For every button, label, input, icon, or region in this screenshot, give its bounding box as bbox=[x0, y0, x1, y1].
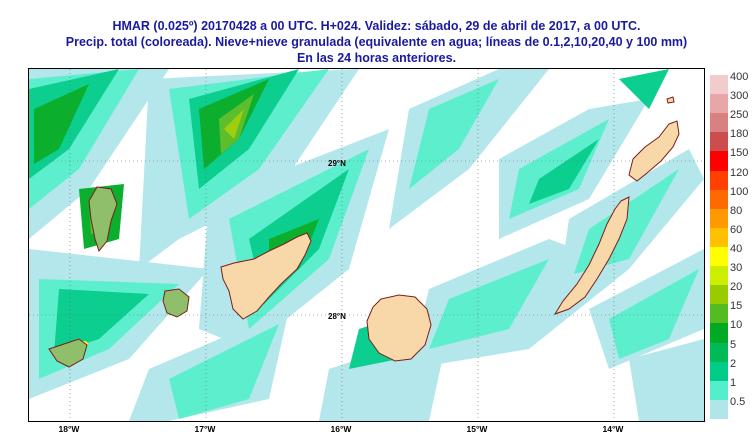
precipitation-map bbox=[28, 68, 705, 422]
legend-label: 80 bbox=[730, 204, 743, 217]
legend-swatch bbox=[710, 170, 728, 191]
legend-swatch bbox=[710, 113, 728, 133]
legend-swatch bbox=[710, 266, 728, 286]
lon-label-17w: 17°W bbox=[194, 424, 216, 434]
precipitation-legend bbox=[710, 75, 728, 420]
legend-label: 150 bbox=[730, 147, 749, 160]
legend-swatch bbox=[710, 227, 728, 248]
legend-label: 2 bbox=[730, 357, 737, 370]
map-canvas bbox=[29, 69, 704, 421]
legend-swatch bbox=[710, 151, 728, 172]
island-tenerife bbox=[220, 232, 312, 320]
island-el-hierro bbox=[48, 338, 88, 368]
island-graciosa bbox=[666, 96, 675, 104]
legend-label: 40 bbox=[730, 243, 743, 255]
legend-label: 60 bbox=[730, 223, 743, 236]
legend-label: 250 bbox=[730, 109, 749, 122]
legend-label: 0.5 bbox=[730, 395, 746, 408]
legend-swatch bbox=[710, 361, 728, 382]
legend-label: 30 bbox=[730, 262, 743, 275]
legend-swatch bbox=[710, 399, 728, 420]
legend-swatch bbox=[710, 285, 728, 305]
lon-label-15w: 15°W bbox=[466, 424, 488, 434]
lat-label-28n: 28°N bbox=[328, 312, 346, 321]
legend-label: 15 bbox=[730, 300, 743, 313]
legend-swatch bbox=[710, 208, 728, 229]
island-lanzarote bbox=[628, 120, 680, 182]
legend-swatch bbox=[710, 304, 728, 324]
island-gran-canaria bbox=[366, 294, 432, 362]
legend-label: 20 bbox=[730, 281, 743, 294]
title-line-3: En las 24 horas anteriores. bbox=[296, 51, 457, 65]
legend-swatch bbox=[710, 342, 728, 363]
legend-label: 120 bbox=[730, 166, 749, 179]
legend-label: 1 bbox=[730, 376, 737, 389]
legend-swatch bbox=[710, 247, 728, 267]
title-line-2: Precip. total (coloreada). Nieve+nieve g… bbox=[65, 35, 688, 49]
title-line-1: HMAR (0.025º) 20170428 a 00 UTC. H+024. … bbox=[112, 19, 641, 33]
legend-label: 5 bbox=[730, 338, 737, 351]
legend-label: 10 bbox=[730, 319, 743, 332]
island-la-palma bbox=[88, 186, 118, 253]
legend-label: 400 bbox=[730, 71, 749, 83]
legend-swatch bbox=[710, 189, 728, 210]
legend-swatch bbox=[710, 132, 728, 152]
legend-swatch bbox=[710, 323, 728, 344]
legend-swatch bbox=[710, 380, 728, 401]
lat-label-29n: 29°N bbox=[328, 159, 346, 168]
islands bbox=[48, 96, 680, 368]
lon-label-14w: 14°W bbox=[602, 424, 624, 434]
lon-label-16w: 16°W bbox=[330, 424, 352, 434]
legend-swatch bbox=[710, 75, 728, 95]
lon-label-18w: 18°W bbox=[58, 424, 80, 434]
island-fuerteventura bbox=[553, 196, 630, 315]
legend-label: 100 bbox=[730, 185, 749, 198]
island-la-gomera bbox=[162, 288, 190, 318]
legend-label: 300 bbox=[730, 90, 749, 103]
legend-swatch bbox=[710, 94, 728, 114]
legend-label: 180 bbox=[730, 128, 749, 141]
